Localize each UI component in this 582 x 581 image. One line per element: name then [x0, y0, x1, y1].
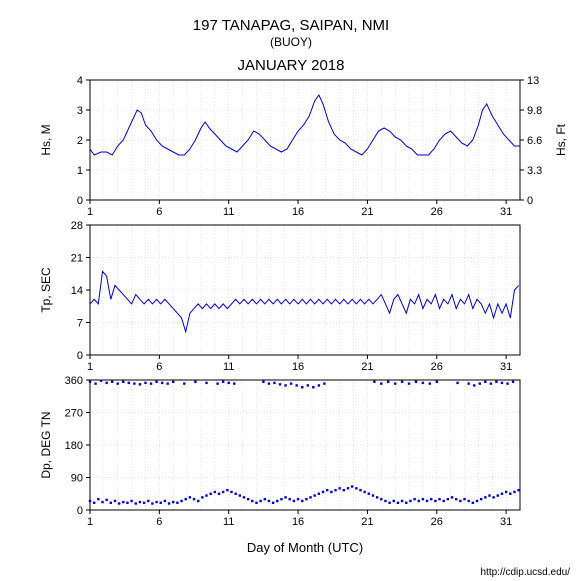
svg-text:6: 6: [156, 516, 162, 528]
svg-text:Hs, Ft: Hs, Ft: [554, 123, 568, 156]
svg-text:90: 90: [71, 473, 83, 485]
svg-text:Dp, DEG TN: Dp, DEG TN: [39, 411, 53, 478]
buoy-chart: 197 TANAPAG, SAIPAN, NMI(BUOY) JANUARY 20…: [0, 0, 582, 581]
svg-text:4: 4: [77, 75, 83, 87]
svg-text:360: 360: [65, 375, 83, 387]
svg-text:7: 7: [77, 318, 83, 330]
svg-text:26: 26: [431, 206, 443, 218]
svg-text:180: 180: [65, 440, 83, 452]
chart-subtitle: (BUOY): [270, 35, 312, 49]
svg-text:0: 0: [77, 505, 83, 517]
svg-text:1: 1: [87, 206, 93, 218]
svg-text:16: 16: [292, 516, 304, 528]
svg-text:14: 14: [71, 285, 83, 297]
svg-text:26: 26: [431, 516, 443, 528]
svg-text:3.3: 3.3: [527, 165, 542, 177]
chart-period: JANUARY 2018: [237, 57, 344, 74]
svg-text:1: 1: [77, 165, 83, 177]
svg-text:0: 0: [527, 195, 533, 207]
svg-text:16: 16: [292, 206, 304, 218]
svg-text:11: 11: [223, 516, 234, 528]
svg-text:0: 0: [77, 195, 83, 207]
svg-text:1: 1: [87, 361, 93, 373]
svg-text:6: 6: [156, 361, 162, 373]
svg-text:0: 0: [77, 350, 83, 362]
svg-text:28: 28: [71, 220, 83, 232]
svg-text:6.6: 6.6: [527, 135, 542, 147]
svg-text:21: 21: [71, 253, 83, 265]
footer-credit: http://cdip.ucsd.edu/: [480, 567, 570, 578]
svg-text:9.8: 9.8: [527, 105, 542, 117]
svg-text:6: 6: [156, 206, 162, 218]
svg-text:26: 26: [431, 361, 443, 373]
svg-text:2: 2: [77, 135, 83, 147]
chart-title: 197 TANAPAG, SAIPAN, NMI: [193, 17, 389, 34]
svg-text:16: 16: [292, 361, 304, 373]
svg-text:1: 1: [87, 516, 93, 528]
svg-text:Tp, SEC: Tp, SEC: [39, 267, 53, 313]
x-axis-label: Day of Month (UTC): [247, 540, 363, 555]
svg-text:21: 21: [361, 206, 373, 218]
svg-text:31: 31: [500, 516, 512, 528]
svg-text:3: 3: [77, 105, 83, 117]
svg-text:270: 270: [65, 408, 83, 420]
svg-text:21: 21: [361, 361, 373, 373]
svg-text:21: 21: [361, 516, 373, 528]
svg-text:13: 13: [527, 75, 539, 87]
svg-text:11: 11: [223, 206, 234, 218]
svg-text:31: 31: [500, 361, 512, 373]
svg-text:11: 11: [223, 361, 234, 373]
svg-text:31: 31: [500, 206, 512, 218]
svg-text:Hs, M: Hs, M: [39, 124, 53, 155]
